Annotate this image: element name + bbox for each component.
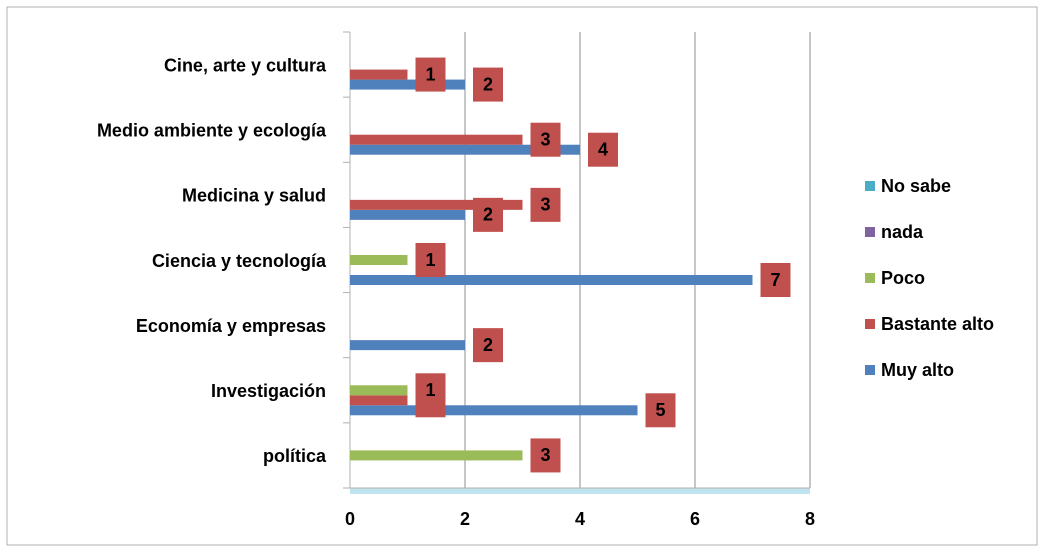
data-label-box (415, 373, 446, 408)
bar (350, 340, 465, 351)
y-tick-label: Ciencia y tecnología (152, 251, 327, 271)
bar (350, 395, 408, 406)
data-label-box (415, 57, 446, 92)
legend-label: Bastante alto (881, 314, 994, 334)
legend-swatch (865, 181, 875, 191)
x-tick-label: 2 (460, 509, 470, 529)
data-label: 1 (425, 64, 435, 84)
legend-swatch (865, 273, 875, 283)
x-tick-label: 4 (575, 509, 585, 529)
data-label: 1 (425, 380, 435, 400)
bar (350, 450, 523, 461)
data-label: 3 (540, 445, 550, 465)
data-label-box (473, 67, 503, 102)
bar (350, 405, 638, 416)
y-tick-label: política (263, 446, 327, 466)
legend-label: Poco (881, 268, 925, 288)
data-label-box (473, 197, 503, 232)
data-label: 2 (483, 74, 493, 94)
x-tick-label: 6 (690, 509, 700, 529)
data-label-box (588, 132, 618, 167)
legend-swatch (865, 319, 875, 329)
bar (350, 209, 465, 220)
y-tick-label: Cine, arte y cultura (164, 55, 327, 75)
y-tick-label: Economía y empresas (136, 316, 326, 336)
legend-label: nada (881, 222, 924, 242)
data-label: 4 (598, 139, 608, 159)
x-tick-label: 8 (805, 509, 815, 529)
data-label-box (530, 187, 561, 222)
y-tick-label: Medio ambiente y ecología (97, 120, 327, 140)
data-label: 2 (483, 205, 493, 225)
data-label: 3 (540, 195, 550, 215)
data-label: 5 (655, 400, 665, 420)
data-label-box (760, 263, 791, 297)
legend-swatch (865, 227, 875, 237)
legend: No sabe nada Poco Bastante alto Muy alto (865, 176, 994, 380)
bar (350, 199, 523, 210)
bar (350, 255, 408, 265)
data-label-box (415, 243, 446, 277)
y-tick-label: Investigación (211, 381, 326, 401)
bar (350, 69, 408, 80)
legend-label: No sabe (881, 176, 951, 196)
bar (350, 275, 753, 285)
axis-shadow (350, 488, 810, 494)
data-label: 3 (540, 129, 550, 149)
legend-label: Muy alto (881, 360, 954, 380)
y-tick-label: Medicina y salud (182, 186, 326, 206)
bar (350, 385, 408, 396)
data-label: 1 (425, 250, 435, 270)
data-label: 7 (770, 270, 780, 290)
data-label: 2 (483, 335, 493, 355)
legend-swatch (865, 365, 875, 375)
bar (350, 144, 580, 155)
data-label-box (473, 328, 503, 363)
data-label-box (530, 122, 561, 157)
data-label-box (645, 393, 676, 428)
bar (350, 134, 523, 145)
data-label-box (530, 438, 561, 473)
x-tick-label: 0 (345, 509, 355, 529)
bar (350, 79, 465, 90)
